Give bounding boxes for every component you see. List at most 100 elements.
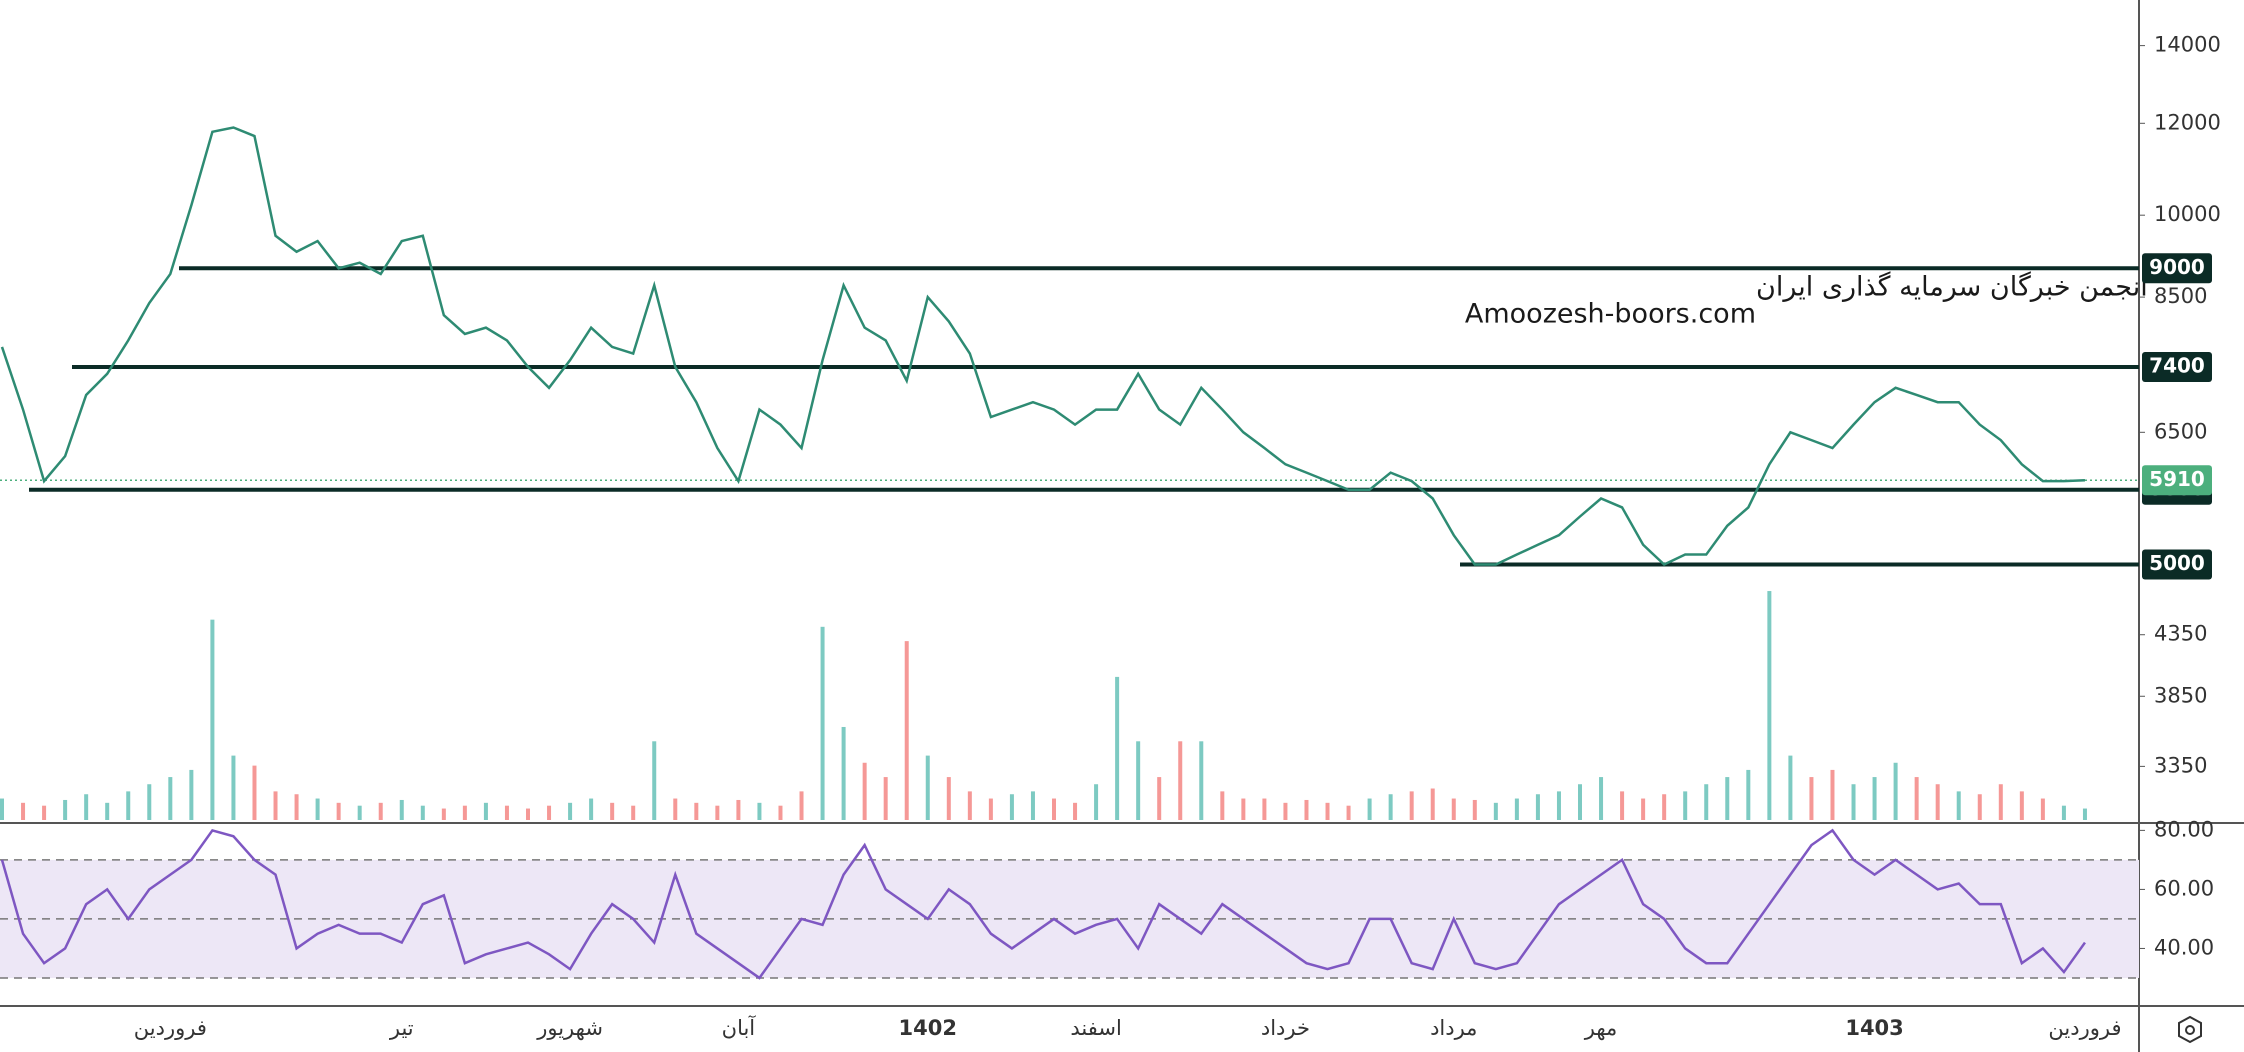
volume-bar	[1704, 784, 1709, 820]
x-tick-label: مهر	[1584, 1016, 1618, 1040]
volume-bar	[757, 802, 762, 820]
volume-bar	[1893, 762, 1898, 820]
volume-bar	[1767, 591, 1772, 820]
y-tick-label: 4350	[2154, 622, 2207, 646]
volume-bar	[2019, 791, 2024, 820]
volume-bar	[1830, 769, 1835, 820]
volume-bar	[799, 791, 804, 820]
volume-bar	[1578, 784, 1582, 820]
y-tick-label: 10000	[2154, 202, 2221, 226]
volume-bar	[652, 741, 657, 820]
volume-bar	[1809, 777, 1814, 820]
level-label-box	[2142, 253, 2212, 284]
x-tick-label: مرداد	[1430, 1016, 1477, 1040]
level-label-box	[2142, 549, 2212, 580]
volume-bar	[1430, 788, 1435, 820]
y-tick-label: 12000	[2154, 110, 2221, 134]
volume-bar	[231, 755, 236, 820]
volume-bar	[1199, 741, 1204, 820]
volume-bar	[883, 777, 888, 820]
volume-bar	[42, 805, 47, 820]
volume-bar	[336, 802, 341, 820]
y-tick-label: 40.00	[2154, 935, 2214, 959]
level-label-box	[2142, 351, 2212, 382]
volume-bar	[862, 762, 867, 820]
volume-bar	[315, 798, 320, 820]
x-tick-label: آبان	[722, 1015, 757, 1040]
x-tick-label: 1402	[899, 1016, 957, 1040]
volume-bar	[483, 802, 488, 820]
volume-bar	[1262, 798, 1267, 820]
volume-bar	[1872, 777, 1877, 820]
volume-bar	[1998, 784, 2003, 820]
volume-bar	[1157, 777, 1162, 820]
volume-bar	[1956, 791, 1961, 820]
y-tick-label: 3850	[2154, 683, 2207, 707]
volume-bar	[1514, 798, 1519, 820]
volume-bar	[399, 799, 404, 820]
x-tick-label: 1403	[1845, 1016, 1903, 1040]
volume-bar	[1220, 791, 1225, 820]
level-label: 5000	[2149, 551, 2205, 575]
volume-bar	[1472, 799, 1477, 820]
volume-bar	[1115, 676, 1120, 820]
volume-bar	[715, 805, 720, 820]
volume-bar	[778, 805, 783, 820]
volume-bar	[252, 765, 257, 820]
y-tick-label: 60.00	[2154, 876, 2214, 900]
volume-bar	[0, 798, 4, 820]
x-tick-label: خرداد	[1261, 1016, 1310, 1040]
volume-bar	[2082, 808, 2087, 820]
volume-bar	[294, 794, 299, 820]
volume-bar	[820, 626, 825, 820]
volume-bar	[1620, 791, 1625, 820]
volume-bar	[1094, 784, 1099, 820]
volume-bar	[84, 794, 89, 820]
volume-bar	[1788, 755, 1793, 820]
last-price-label: 5910	[2149, 467, 2205, 491]
volume-bar	[988, 798, 993, 820]
y-tick-label: 14000	[2154, 33, 2221, 57]
volume-bar	[1599, 777, 1604, 820]
volume-bar	[1493, 802, 1498, 820]
level-label: 7400	[2149, 353, 2205, 377]
rsi-line	[0, 828, 2086, 980]
volume-bar	[441, 808, 446, 820]
x-tick-label: شهریور	[536, 1016, 603, 1040]
volume-bar	[1662, 794, 1667, 820]
volume-bar	[1367, 798, 1372, 820]
last-price-box	[2142, 465, 2212, 496]
volume-bar	[1030, 791, 1035, 820]
volume-bar	[2061, 805, 2066, 820]
volume-bar	[1009, 794, 1014, 820]
volume-bar	[420, 805, 425, 820]
volume-bar	[105, 802, 110, 820]
y-tick-label: 3350	[2154, 753, 2207, 777]
volume-bar	[1136, 741, 1141, 820]
watermark: انجمن خبرگان سرمایه گذاری ایران	[1756, 271, 2148, 303]
volume-bar	[1346, 805, 1351, 820]
volume-bar	[1641, 798, 1646, 820]
volume-bar	[673, 798, 678, 820]
volume-bar	[21, 802, 26, 820]
volume-bar	[694, 802, 699, 820]
watermark: Amoozesh-boors.com	[1465, 299, 1756, 330]
volume-bar	[1388, 794, 1393, 820]
volume-bar	[1683, 791, 1688, 820]
volume-bar	[1914, 777, 1919, 820]
volume-bar	[462, 805, 467, 820]
volume-bar	[904, 641, 909, 820]
volume-bar	[631, 805, 636, 820]
x-tick-label: اسفند	[1070, 1016, 1121, 1040]
volume-bar	[2040, 798, 2045, 820]
x-tick-label: فروردین	[2048, 1016, 2121, 1040]
volume-bar	[1746, 769, 1751, 820]
volume-bar	[1241, 798, 1246, 820]
volume-bar	[1409, 791, 1414, 820]
volume-bar	[925, 755, 930, 820]
settings-icon[interactable]	[2178, 1015, 2202, 1044]
volume-bar	[1851, 784, 1856, 820]
volume-bar	[1556, 791, 1561, 820]
volume-bar	[736, 799, 741, 820]
